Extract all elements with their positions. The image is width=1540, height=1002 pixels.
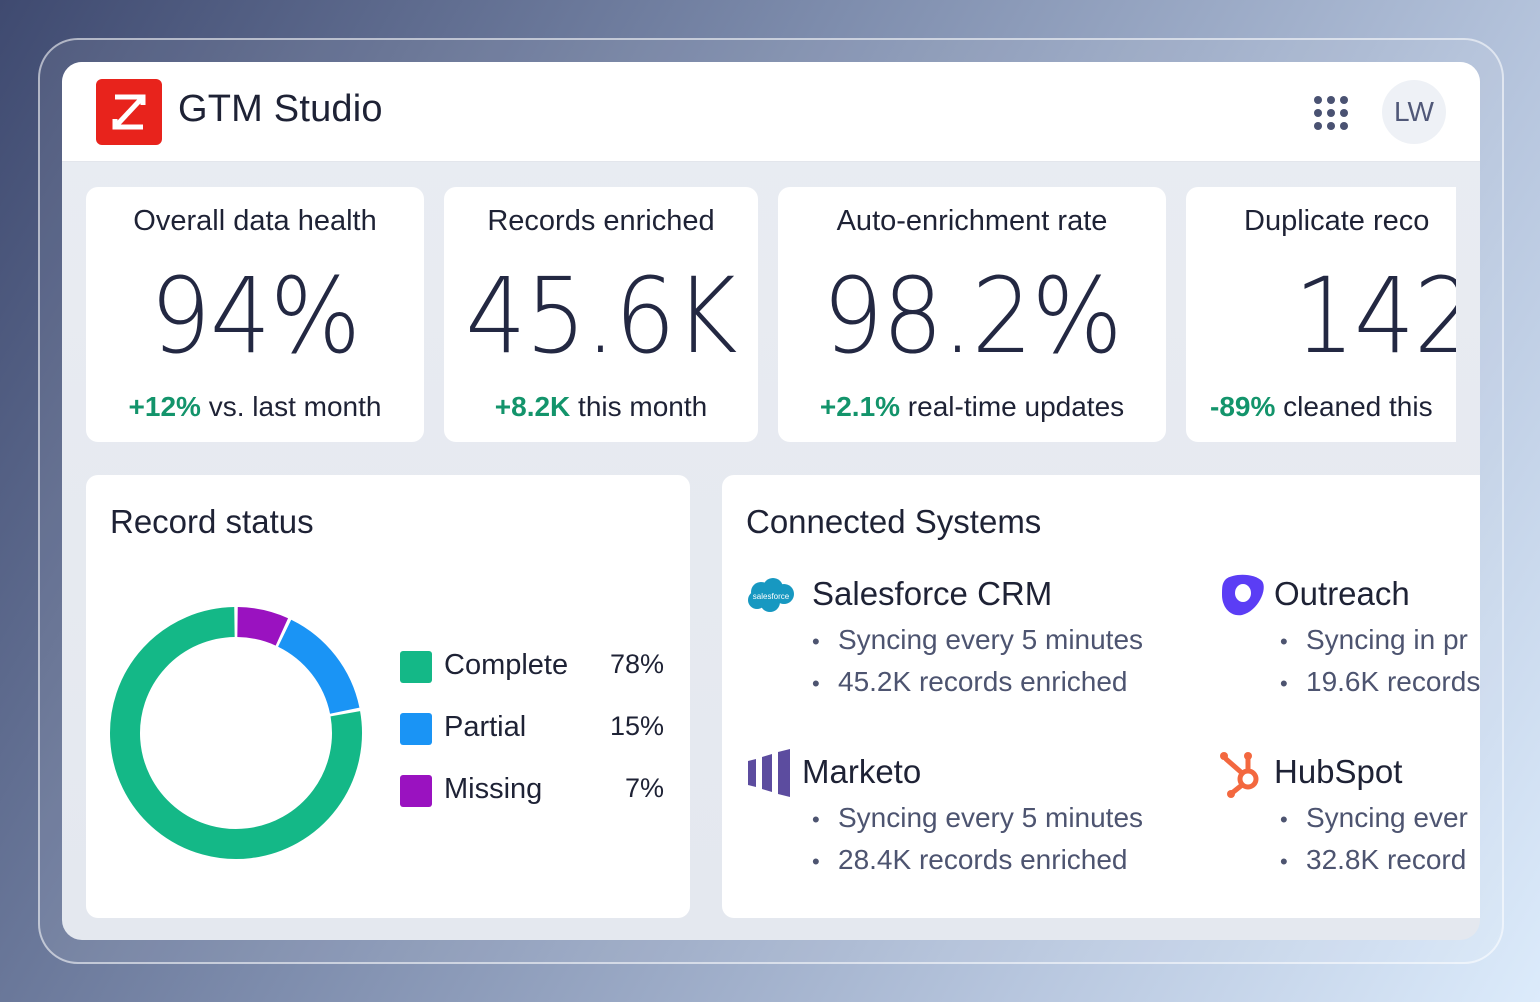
- system-name: Marketo: [802, 753, 922, 790]
- dashboard-content: Overall data health 94% +12% vs. last mo…: [62, 162, 1480, 940]
- panel-title: Connected Systems: [746, 503, 1042, 540]
- system-sync-status: Syncing every 5 minutes: [812, 619, 1143, 661]
- stat-delta-text: this month: [570, 391, 708, 422]
- donut-slice-missing: [236, 607, 289, 646]
- legend-percent: 7%: [624, 773, 664, 803]
- connected-systems-panel: Connected Systems salesforce Salesforce …: [722, 475, 1480, 918]
- user-avatar[interactable]: LW: [1382, 80, 1446, 144]
- stat-label: Records enriched: [487, 205, 715, 237]
- record-status-donut: [110, 607, 362, 859]
- zoominfo-logo-icon[interactable]: [96, 79, 162, 145]
- system-records: 19.6K records: [1280, 661, 1480, 703]
- system-salesforce[interactable]: salesforce Salesforce CRM Syncing every …: [746, 573, 1216, 733]
- system-details: Syncing every 5 minutes 28.4K records en…: [812, 797, 1143, 881]
- stat-label: Overall data health: [133, 205, 377, 237]
- system-sync-status: Syncing ever: [1280, 797, 1468, 839]
- panel-title: Record status: [110, 503, 314, 540]
- stat-card-records-enriched: Records enriched 45.6K +8.2K this month: [444, 187, 758, 442]
- hubspot-icon: [1220, 752, 1259, 798]
- stat-value: 45.6K: [465, 255, 737, 377]
- legend-item-missing: Missing 7%: [400, 773, 670, 813]
- system-marketo[interactable]: Marketo Syncing every 5 minutes 28.4K re…: [746, 749, 1216, 911]
- legend-swatch: [400, 775, 432, 807]
- system-hubspot[interactable]: HubSpot Syncing ever 32.8K record: [1218, 751, 1480, 911]
- legend-item-complete: Complete 78%: [400, 649, 670, 689]
- stat-value: 94%: [150, 255, 361, 377]
- legend-label: Partial: [444, 711, 527, 743]
- donut-slice-complete: [110, 607, 362, 859]
- stat-change: +12% vs. last month: [86, 391, 424, 423]
- salesforce-icon: salesforce: [748, 578, 794, 612]
- stat-delta: +2.1%: [819, 391, 901, 422]
- system-name: Salesforce CRM: [812, 575, 1053, 612]
- legend-percent: 15%: [609, 711, 664, 741]
- stat-card-duplicates: Duplicate reco 142 -89% cleaned this: [1186, 187, 1456, 442]
- stat-value: 142: [1294, 255, 1456, 377]
- system-records: 32.8K record: [1280, 839, 1468, 881]
- system-details: Syncing ever 32.8K record: [1280, 797, 1468, 881]
- system-name: HubSpot: [1274, 753, 1403, 790]
- system-details: Syncing every 5 minutes 45.2K records en…: [812, 619, 1143, 703]
- legend-item-partial: Partial 15%: [400, 711, 670, 751]
- system-sync-status: Syncing every 5 minutes: [812, 797, 1143, 839]
- stat-label: Auto-enrichment rate: [836, 205, 1108, 237]
- stat-value: 98.2%: [822, 255, 1122, 377]
- legend-percent: 78%: [609, 649, 664, 679]
- record-status-panel: Record status Complete 78% Partial 15% M…: [86, 475, 690, 918]
- stat-change: -89% cleaned this: [1210, 391, 1433, 423]
- system-records: 28.4K records enriched: [812, 839, 1143, 881]
- stat-delta: +12%: [128, 391, 201, 422]
- legend-label: Complete: [444, 649, 569, 681]
- stat-change: +8.2K this month: [444, 391, 758, 423]
- stat-change: +2.1% real-time updates: [778, 391, 1166, 423]
- system-outreach[interactable]: Outreach Syncing in pr 19.6K records: [1218, 573, 1480, 733]
- app-title: GTM Studio: [178, 88, 383, 130]
- legend-swatch: [400, 713, 432, 745]
- stat-delta-text: cleaned this: [1275, 391, 1433, 422]
- stat-delta: -89%: [1210, 391, 1276, 422]
- legend-label: Missing: [444, 773, 543, 805]
- donut-slice-partial: [277, 619, 360, 715]
- apps-grid-icon[interactable]: [1312, 94, 1350, 132]
- stat-delta: +8.2K: [494, 391, 571, 422]
- stat-label: Duplicate reco: [1244, 205, 1430, 237]
- app-window: GTM Studio LW Overall data health 94% +1…: [62, 62, 1480, 940]
- system-name: Outreach: [1274, 575, 1410, 612]
- legend-swatch: [400, 651, 432, 683]
- stat-card-auto-enrichment: Auto-enrichment rate 98.2% +2.1% real-ti…: [778, 187, 1166, 442]
- stat-card-data-health: Overall data health 94% +12% vs. last mo…: [86, 187, 424, 442]
- outreach-icon: [1222, 574, 1264, 616]
- app-header: GTM Studio LW: [62, 62, 1480, 162]
- system-details: Syncing in pr 19.6K records: [1280, 619, 1480, 703]
- system-records: 45.2K records enriched: [812, 661, 1143, 703]
- stat-delta-text: real-time updates: [900, 391, 1125, 422]
- marketo-icon: [748, 749, 790, 797]
- salesforce-logo-text: salesforce: [753, 592, 790, 601]
- system-sync-status: Syncing in pr: [1280, 619, 1480, 661]
- stat-delta-text: vs. last month: [200, 391, 382, 422]
